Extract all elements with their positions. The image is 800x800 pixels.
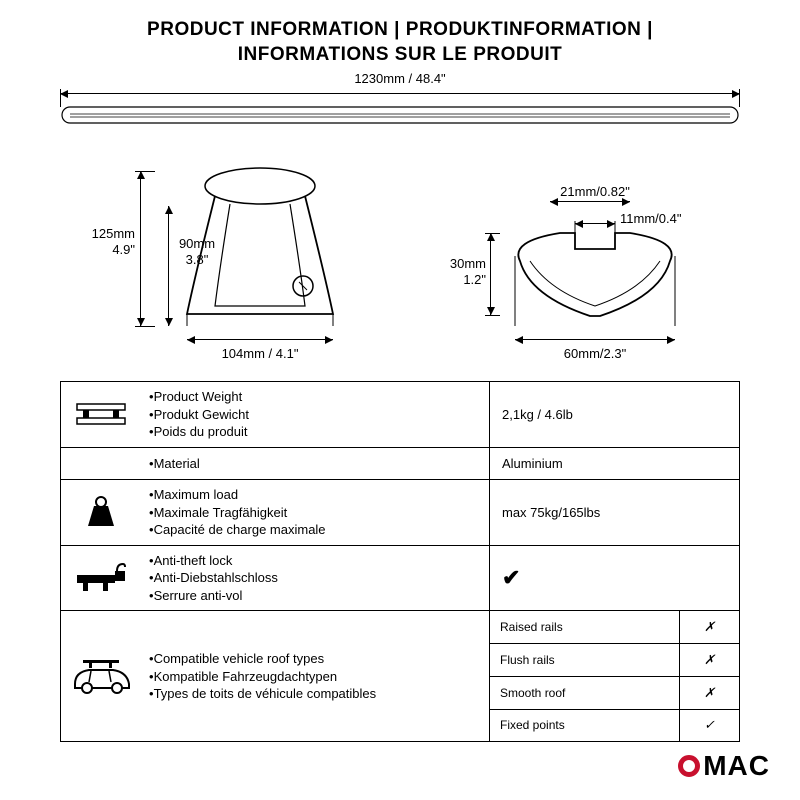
compat-labels: Compatible vehicle roof types Kompatible… (141, 611, 489, 741)
row-lock: Anti-theft lock Anti-Diebstahlschloss Se… (61, 546, 739, 612)
profile-drawing (480, 221, 710, 331)
load-value: max 75kg/165lbs (489, 480, 739, 545)
bars-icon (61, 382, 141, 447)
foot-w-label: 104mm / 4.1" (187, 346, 333, 362)
lock-labels: Anti-theft lock Anti-Diebstahlschloss Se… (141, 546, 489, 611)
row-material: Material Aluminium (61, 448, 739, 480)
spec-table: Product Weight Produkt Gewicht Poids du … (60, 381, 740, 742)
page-title: PRODUCT INFORMATION | PRODUKTINFORMATION… (0, 0, 800, 71)
profile-h-label: 30mm 1.2" (438, 256, 486, 287)
foot-h-outer-label: 125mm 4.9" (80, 226, 135, 257)
car-icon (61, 611, 141, 741)
compat-grid: Raised rails✗ Flush rails✗ Smooth roof✗ … (489, 611, 739, 741)
profile-w-label: 60mm/2.3" (515, 346, 675, 362)
row-compat: Compatible vehicle roof types Kompatible… (61, 611, 739, 741)
foot-w-line (187, 339, 333, 340)
dimension-diagrams: 1230mm / 48.4" 125mm 4.9" 90mm 3.8" 104m… (60, 71, 740, 381)
bar-length-label: 1230mm / 48.4" (60, 71, 740, 87)
row-weight: Product Weight Produkt Gewicht Poids du … (61, 382, 739, 448)
profile-h-line (490, 233, 491, 315)
weight-value: 2,1kg / 4.6lb (489, 382, 739, 447)
load-labels: Maximum load Maximale Tragfähigkeit Capa… (141, 480, 489, 545)
brand-logo: MAC (678, 750, 770, 782)
foot-h-inner-line (168, 206, 169, 326)
profile-slot-outer-line (550, 201, 630, 202)
profile-slot-inner-label: 11mm/0.4" (620, 211, 700, 227)
material-value: Aluminium (489, 448, 739, 479)
lock-icon (61, 546, 141, 611)
foot-h-outer-line (140, 171, 141, 326)
lock-value: ✔ (489, 546, 739, 611)
profile-slot-inner-line (575, 223, 615, 224)
profile-w-line (515, 339, 675, 340)
profile-slot-outer-label: 21mm/0.82" (540, 184, 650, 200)
material-labels: Material (141, 448, 489, 479)
row-load: Maximum load Maximale Tragfähigkeit Capa… (61, 480, 739, 546)
weight-labels: Product Weight Produkt Gewicht Poids du … (141, 382, 489, 447)
bar-drawing (60, 103, 740, 129)
foot-h-inner-label: 90mm 3.8" (172, 236, 222, 267)
weight-icon (61, 480, 141, 545)
logo-o-icon (678, 755, 700, 777)
bar-length-line (60, 93, 740, 94)
